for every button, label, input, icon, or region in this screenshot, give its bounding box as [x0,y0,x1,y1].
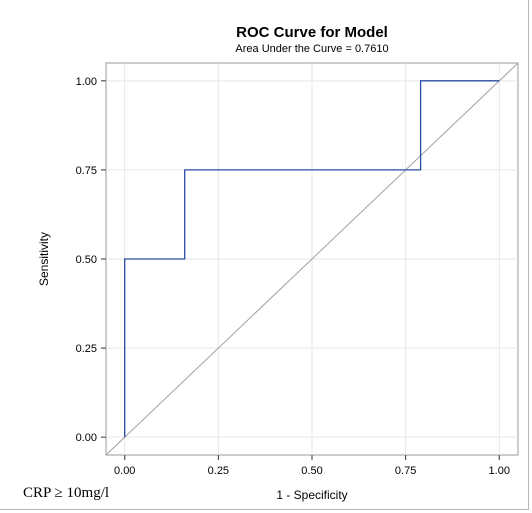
y-tick-label-1: 0.25 [76,343,97,355]
x-tick-label-1: 0.25 [208,465,229,477]
reference-diagonal-line [105,62,519,456]
axes: 0.00 0.25 0.50 0.75 1.00 0.00 0.25 0.50 0.75 1.00 [76,76,510,477]
y-tick-label-4: 1.00 [76,76,97,88]
roc-curve-line [124,80,500,438]
figure-caption: CRP ≥ 10mg/l [23,485,110,501]
y-tick-label-0: 0.00 [76,432,97,444]
chart-title: ROC Curve for Model [236,24,388,41]
series-group [105,62,519,456]
x-tick-label-2: 0.50 [301,465,322,477]
x-tick-label-0: 0.00 [114,465,135,477]
x-tick-label-3: 0.75 [395,465,416,477]
y-tick-label-2: 0.50 [76,254,97,266]
y-axis-label: Sensitivity [37,232,51,286]
x-axis-label: 1 - Specificity [276,488,347,502]
chart-subtitle: Area Under the Curve = 0.7610 [235,43,388,55]
y-tick-label-3: 0.75 [76,165,97,177]
x-tick-label-4: 1.00 [489,465,510,477]
